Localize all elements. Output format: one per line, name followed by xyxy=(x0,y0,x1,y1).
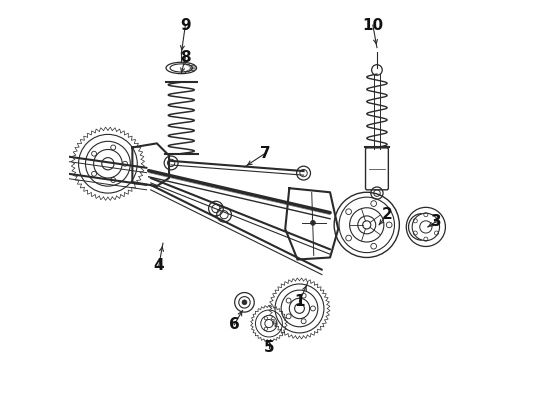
Text: 10: 10 xyxy=(363,18,383,33)
Text: 1: 1 xyxy=(294,294,305,309)
Text: 6: 6 xyxy=(229,317,240,332)
Text: 3: 3 xyxy=(431,214,441,229)
Circle shape xyxy=(311,220,316,225)
Text: 2: 2 xyxy=(382,207,393,222)
Text: 8: 8 xyxy=(180,50,191,65)
Text: 5: 5 xyxy=(264,340,274,355)
Text: 4: 4 xyxy=(153,258,164,273)
Text: 7: 7 xyxy=(259,146,270,161)
Circle shape xyxy=(242,300,247,305)
Text: 9: 9 xyxy=(180,18,191,33)
